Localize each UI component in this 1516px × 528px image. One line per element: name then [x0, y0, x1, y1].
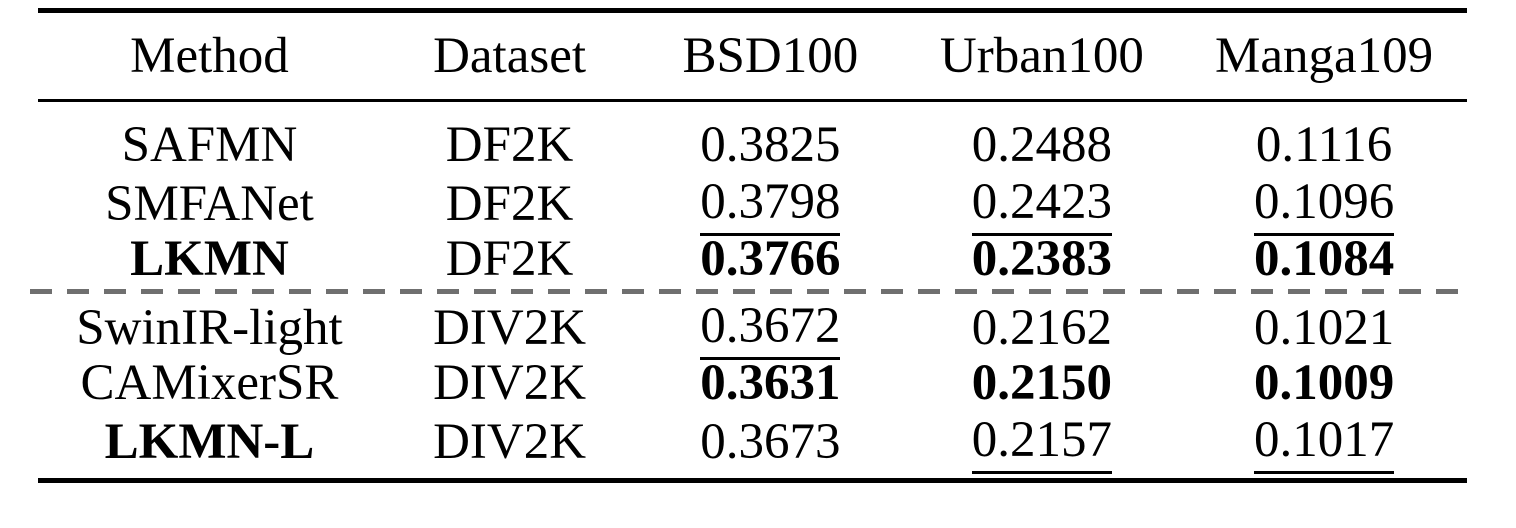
cell-bsd100: 0.3798 [638, 173, 902, 236]
metric-value: 0.3825 [700, 117, 841, 173]
column-header-urban100: Urban100 [939, 28, 1144, 84]
cell-urban100: 0.2157 [903, 411, 1182, 474]
cell-bsd100: 0.3673 [638, 413, 902, 471]
metric-value: 0.1116 [1255, 117, 1393, 173]
method-name: CAMixerSR [80, 355, 339, 411]
table-row: SwinIR-light DIV2K 0.3672 0.2162 0.1021 [38, 297, 1467, 360]
results-table: Method Dataset BSD100 Urban100 Manga109 … [30, 8, 1473, 483]
cell-method: LKMN [38, 230, 381, 288]
metric-value: 0.1021 [1253, 300, 1395, 357]
column-header-method: Method [130, 28, 289, 84]
column-header-manga109: Manga109 [1215, 28, 1434, 84]
metric-value: 0.1096 [1253, 175, 1395, 236]
cell-dataset: DIV2K [381, 299, 638, 357]
cell-method: SAFMN [38, 116, 381, 174]
top-rule [38, 8, 1467, 13]
method-name: SMFANet [105, 176, 314, 233]
metric-value: 0.3672 [700, 299, 841, 360]
cell-urban100: 0.2488 [903, 116, 1182, 174]
table-header-row: Method Dataset BSD100 Urban100 Manga109 [38, 13, 1467, 99]
cell-method: SMFANet [38, 175, 381, 233]
dashed-line [30, 289, 1473, 294]
cell-dataset: DF2K [381, 230, 638, 288]
dataset-name: DIV2K [433, 414, 587, 471]
cell-dataset: DF2K [381, 175, 638, 233]
cell-urban100: 0.2423 [903, 173, 1182, 236]
column-header-dataset: Dataset [433, 28, 587, 84]
table-row: CAMixerSR DIV2K 0.3631 0.2150 0.1009 [38, 354, 1467, 411]
metric-value: 0.2488 [971, 117, 1112, 173]
metric-value: 0.2383 [971, 231, 1112, 287]
dataset-name: DIV2K [433, 300, 587, 357]
cell-method: SwinIR-light [38, 299, 381, 357]
metric-value: 0.1017 [1253, 413, 1395, 474]
metric-value: 0.2162 [971, 300, 1112, 357]
dataset-name: DIV2K [433, 355, 587, 411]
table-row: SMFANet DF2K 0.3798 0.2423 0.1096 [38, 173, 1467, 236]
cell-bsd100: 0.3672 [638, 297, 902, 360]
cell-dataset: DF2K [381, 116, 638, 174]
metric-value: 0.2157 [971, 413, 1112, 474]
metric-value: 0.3798 [700, 175, 841, 236]
cell-manga109: 0.1021 [1181, 299, 1467, 357]
cell-method: CAMixerSR [38, 354, 381, 412]
dataset-name: DF2K [445, 176, 574, 233]
cell-manga109: 0.1096 [1181, 173, 1467, 236]
group-divider [30, 287, 1473, 297]
cell-method: LKMN-L [38, 413, 381, 471]
dataset-name: DF2K [445, 117, 574, 173]
table-body: SAFMN DF2K 0.3825 0.2488 0.1116 SMFANet … [30, 102, 1473, 478]
cell-manga109: 0.1017 [1181, 411, 1467, 474]
metric-value: 0.2423 [971, 175, 1112, 236]
metric-value: 0.3631 [700, 355, 841, 411]
header-rule [38, 99, 1467, 102]
method-name: SwinIR-light [76, 300, 343, 357]
cell-bsd100: 0.3825 [638, 116, 902, 174]
cell-urban100: 0.2150 [903, 354, 1182, 412]
cell-manga109: 0.1116 [1181, 116, 1467, 174]
metric-value: 0.3673 [700, 414, 841, 471]
table-row: SAFMN DF2K 0.3825 0.2488 0.1116 [38, 116, 1467, 173]
metric-value: 0.3766 [700, 231, 841, 287]
bottom-rule [38, 478, 1467, 483]
column-header-bsd100: BSD100 [682, 28, 859, 84]
cell-bsd100: 0.3766 [638, 230, 902, 288]
table-row: LKMN DF2K 0.3766 0.2383 0.1084 [38, 230, 1467, 287]
cell-urban100: 0.2162 [903, 299, 1182, 357]
dataset-name: DF2K [445, 231, 574, 287]
cell-manga109: 0.1009 [1181, 354, 1467, 412]
metric-value: 0.1084 [1253, 231, 1395, 287]
cell-dataset: DIV2K [381, 413, 638, 471]
cell-urban100: 0.2383 [903, 230, 1182, 288]
cell-dataset: DIV2K [381, 354, 638, 412]
table-row: LKMN-L DIV2K 0.3673 0.2157 0.1017 [38, 411, 1467, 474]
metric-value: 0.1009 [1253, 355, 1395, 411]
cell-bsd100: 0.3631 [638, 354, 902, 412]
cell-manga109: 0.1084 [1181, 230, 1467, 288]
metric-value: 0.2150 [971, 355, 1112, 411]
method-name: LKMN-L [104, 414, 315, 471]
method-name: LKMN [130, 231, 289, 287]
method-name: SAFMN [121, 117, 298, 173]
